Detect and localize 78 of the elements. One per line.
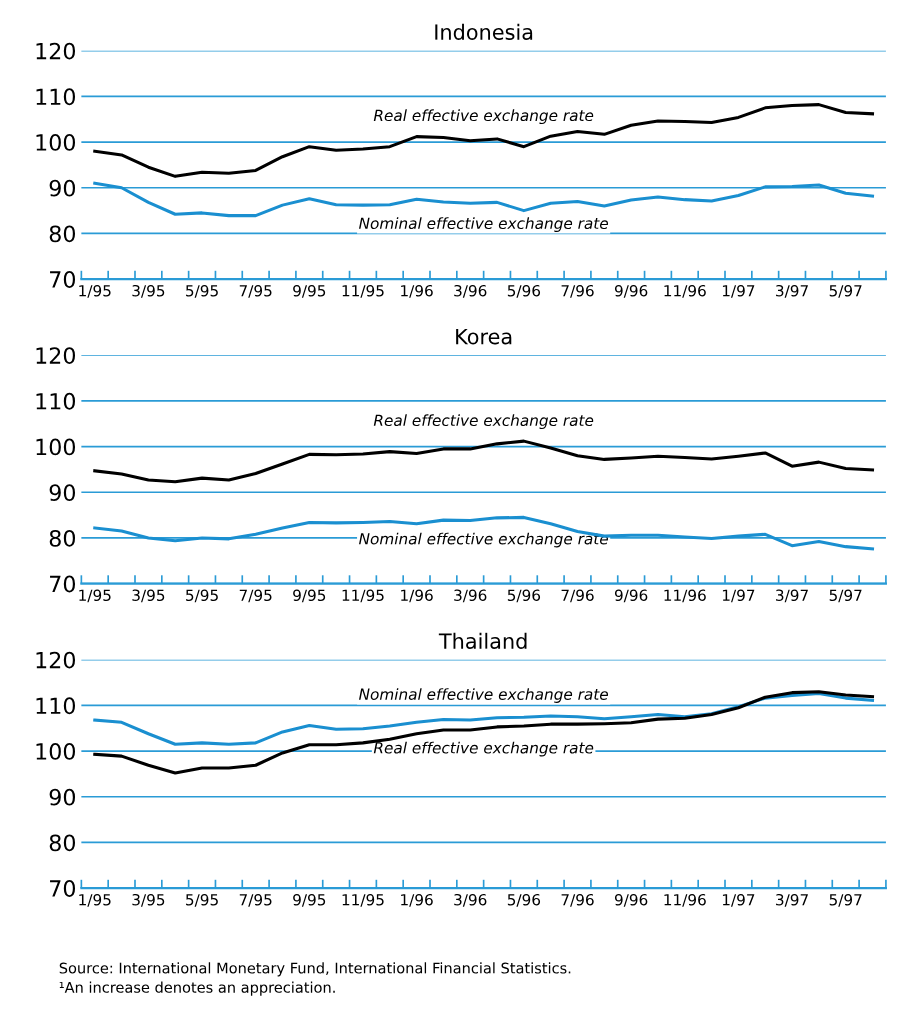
x-tick-label: 7/95 (239, 284, 272, 298)
series-label: Nominal effective exchange rate (359, 217, 608, 233)
chart-title: Korea (456, 328, 512, 345)
x-tick-label: 9/95 (293, 893, 326, 907)
x-tick-label: 5/96 (507, 589, 541, 603)
x-tick-label: 1/95 (79, 589, 111, 603)
y-tick-label: 110 (36, 88, 76, 106)
x-tick-label: 3/96 (454, 589, 487, 603)
x-tick-label: 9/96 (614, 589, 648, 603)
y-tick-label: 70 (50, 575, 76, 593)
y-tick-label: 120 (36, 347, 76, 365)
x-tick-label: 1/97 (722, 284, 755, 298)
x-tick-label: 7/96 (561, 284, 594, 298)
text: ¹An increase denotes an appreciation. (59, 981, 335, 996)
y-tick-label: 100 (36, 438, 76, 456)
x-tick-label: 11/96 (664, 284, 706, 298)
y-tick-label: 80 (49, 834, 76, 852)
x-tick-label: 5/95 (186, 284, 218, 298)
x-tick-label: 7/96 (561, 589, 594, 603)
x-tick-label: 11/95 (342, 589, 384, 603)
series-label: Real effective exchange rate (373, 109, 594, 125)
x-tick-label: 5/97 (829, 589, 862, 603)
x-tick-label: 9/96 (614, 284, 648, 298)
y-tick-label: 100 (36, 743, 76, 760)
x-tick-label: 9/95 (293, 589, 326, 603)
y-tick-label: 110 (36, 392, 76, 410)
y-tick-label: 80 (49, 529, 76, 547)
x-tick-label: 3/97 (776, 893, 808, 907)
x-tick-label: 7/96 (561, 893, 594, 907)
chart-title: Indonesia (435, 23, 533, 40)
line-series (93, 103, 875, 178)
x-tick-label: 1/96 (401, 893, 433, 907)
x-tick-label: 1/96 (401, 589, 433, 603)
x-tick-label: 5/95 (186, 589, 218, 603)
series-label: Real effective exchange rate (373, 741, 594, 757)
x-tick-label: 1/95 (79, 284, 111, 298)
x-tick-label: 3/95 (132, 284, 165, 298)
x-tick-label: 9/95 (293, 284, 326, 298)
x-tick-label: 11/95 (342, 284, 384, 298)
y-tick-label: 80 (49, 225, 76, 243)
y-tick-label: 110 (36, 697, 76, 715)
x-tick-label: 11/96 (664, 893, 706, 907)
line-series (93, 690, 875, 775)
y-tick-label: 90 (49, 484, 76, 502)
x-tick-label: 1/96 (401, 284, 433, 298)
x-tick-label: 11/95 (342, 893, 384, 907)
line-series (93, 439, 875, 484)
y-tick-label: 120 (36, 42, 76, 60)
x-tick-label: 3/97 (776, 284, 808, 298)
y-tick-label: 90 (49, 179, 76, 197)
source-note: Source: International Monetary Fund, International Financial Statistics. (59, 962, 571, 977)
x-tick-label: 11/96 (664, 589, 706, 603)
x-tick-label: 3/97 (776, 589, 808, 603)
y-tick-label: 90 (49, 788, 76, 806)
x-tick-label: 9/96 (614, 893, 648, 907)
series-label: Nominal effective exchange rate (359, 688, 608, 703)
x-tick-label: 7/95 (239, 589, 272, 603)
x-tick-label: 7/95 (239, 893, 272, 907)
x-tick-label: 5/97 (829, 284, 862, 298)
x-tick-label: 3/95 (132, 589, 165, 603)
x-tick-label: 3/96 (454, 284, 487, 298)
x-tick-label: 5/96 (507, 893, 541, 907)
chart-title: Thailand (438, 632, 527, 649)
x-tick-label: 5/95 (186, 893, 218, 907)
x-tick-label: 3/95 (132, 893, 165, 907)
x-tick-label: 3/96 (454, 893, 487, 907)
series-label: Real effective exchange rate (373, 414, 594, 430)
line-series (93, 515, 875, 551)
y-tick-label: 70 (50, 271, 76, 288)
x-tick-label: 5/97 (829, 893, 862, 907)
line-series (93, 181, 875, 218)
y-tick-label: 100 (36, 134, 76, 151)
x-tick-label: 1/97 (722, 893, 755, 907)
x-tick-label: 5/96 (507, 284, 541, 298)
x-tick-label: 1/97 (722, 589, 755, 603)
y-tick-label: 70 (50, 880, 76, 897)
x-tick-label: 1/95 (79, 893, 111, 907)
y-tick-label: 120 (36, 651, 76, 669)
